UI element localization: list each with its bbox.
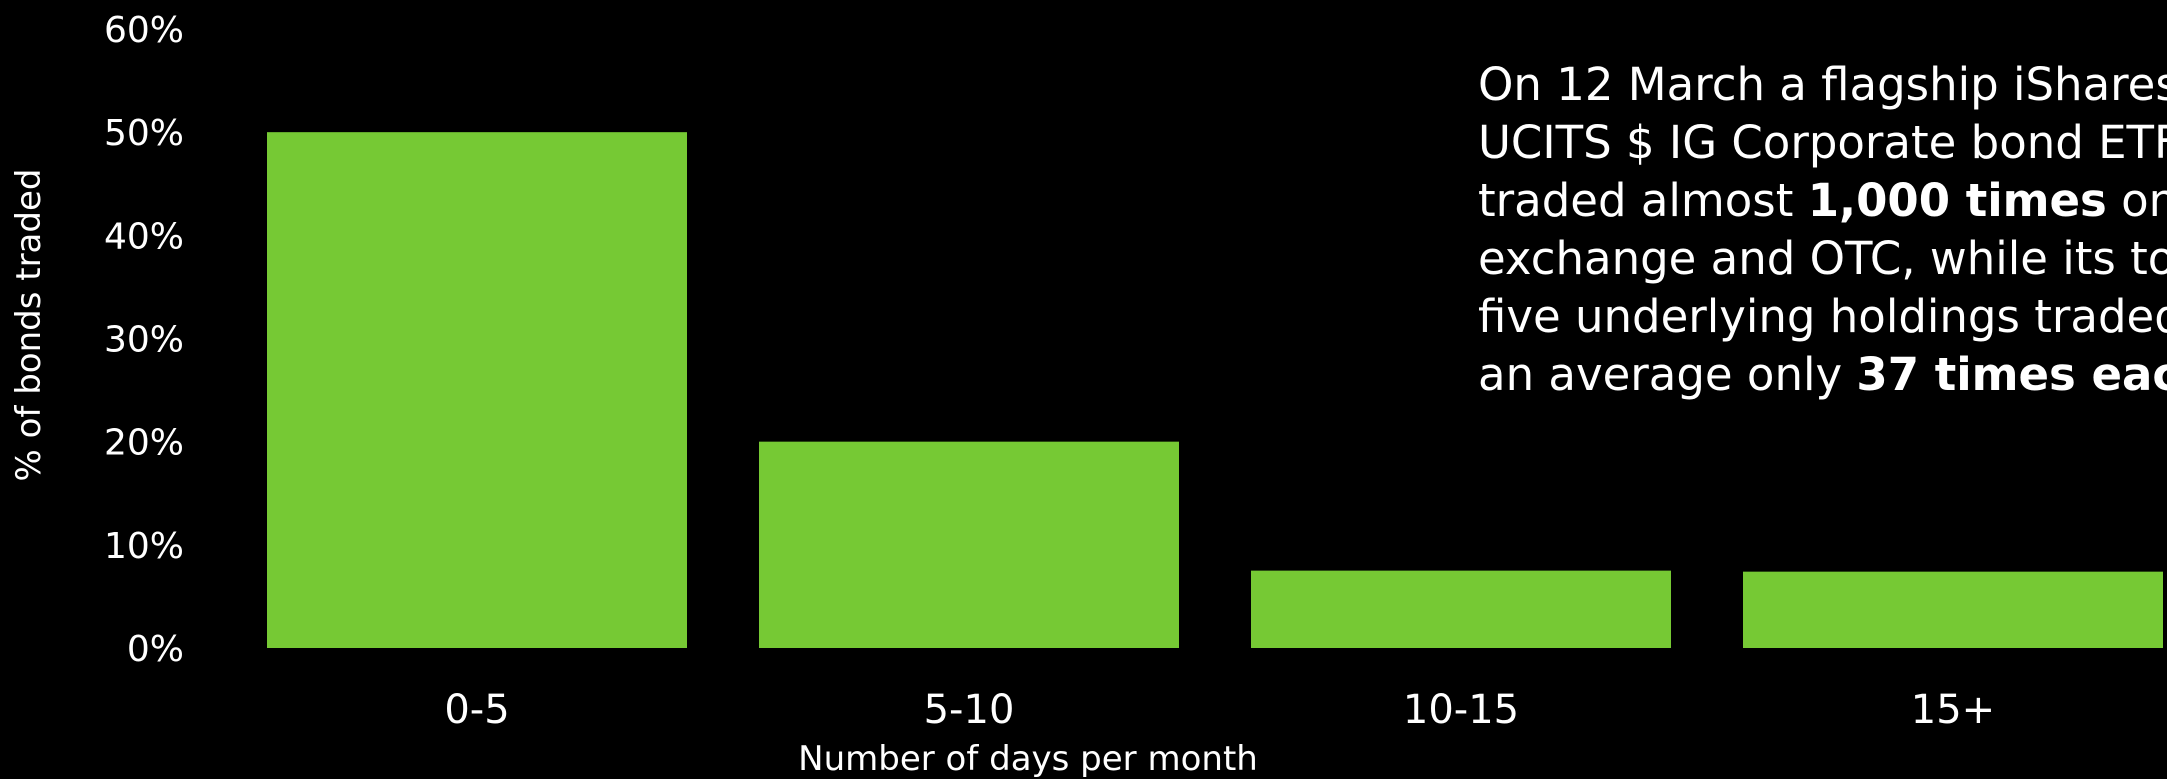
bars	[267, 132, 2163, 648]
y-tick-label: 30%	[104, 320, 184, 361]
annotation-run: an average only	[1478, 348, 1857, 401]
y-tick-label: 40%	[104, 216, 184, 257]
x-axis-ticks: 0-5 5-10 10-15 15+	[444, 687, 1995, 733]
annotation-line: an average only 37 times each	[1478, 346, 2167, 404]
annotation-line: exchange and OTC, while its top	[1478, 230, 2167, 288]
y-tick-label: 50%	[104, 113, 184, 154]
annotation-text: On 12 March a flagship iShares UCITS $ IG…	[1478, 56, 2167, 404]
annotation-run: exchange and OTC, while its top	[1478, 232, 2167, 285]
annotation-line: traded almost 1,000 times on	[1478, 172, 2167, 230]
annotation-run: On 12 March a flagship iShares	[1478, 58, 2167, 111]
annotation-run: five underlying holdings traded on	[1478, 290, 2167, 343]
y-tick-label: 10%	[104, 526, 184, 567]
bar-10-15	[1251, 570, 1671, 648]
y-axis-ticks: 0% 10% 20% 30% 40% 50% 60%	[104, 10, 184, 670]
x-tick-label: 0-5	[444, 687, 509, 733]
x-tick-label: 15+	[1911, 687, 1995, 733]
annotation-emphasis: 37 times each	[1856, 348, 2167, 401]
y-tick-label: 0%	[127, 629, 184, 670]
annotation-run: on	[2121, 174, 2167, 227]
y-axis-title: % of bonds traded	[9, 169, 49, 482]
y-tick-label: 20%	[104, 423, 184, 464]
annotation-line: On 12 March a flagship iShares	[1478, 56, 2167, 114]
bar-0-5	[267, 132, 687, 648]
annotation-run: traded almost	[1478, 174, 1808, 227]
annotation-line: five underlying holdings traded on	[1478, 288, 2167, 346]
annotation-emphasis: 1,000 times	[1807, 174, 2107, 227]
bar-5-10	[759, 441, 1179, 648]
x-axis-title: Number of days per month	[798, 739, 1258, 779]
x-tick-label: 5-10	[924, 687, 1015, 733]
y-tick-label: 60%	[104, 10, 184, 51]
annotation-line: UCITS $ IG Corporate bond ETF	[1478, 114, 2167, 172]
annotation-run: UCITS $ IG Corporate bond ETF	[1478, 116, 2167, 169]
x-tick-label: 10-15	[1403, 687, 1519, 733]
bar-15+	[1743, 571, 2163, 648]
